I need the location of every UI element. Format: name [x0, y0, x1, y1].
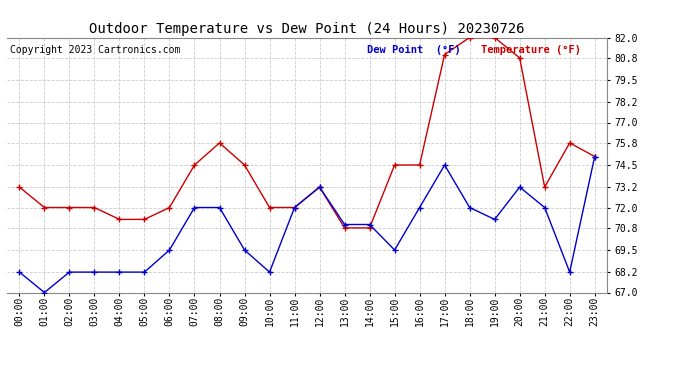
Text: Dew Point  (°F): Dew Point (°F)	[367, 45, 461, 55]
Text: Temperature (°F): Temperature (°F)	[481, 45, 581, 55]
Title: Outdoor Temperature vs Dew Point (24 Hours) 20230726: Outdoor Temperature vs Dew Point (24 Hou…	[89, 22, 525, 36]
Text: Copyright 2023 Cartronics.com: Copyright 2023 Cartronics.com	[10, 45, 180, 55]
